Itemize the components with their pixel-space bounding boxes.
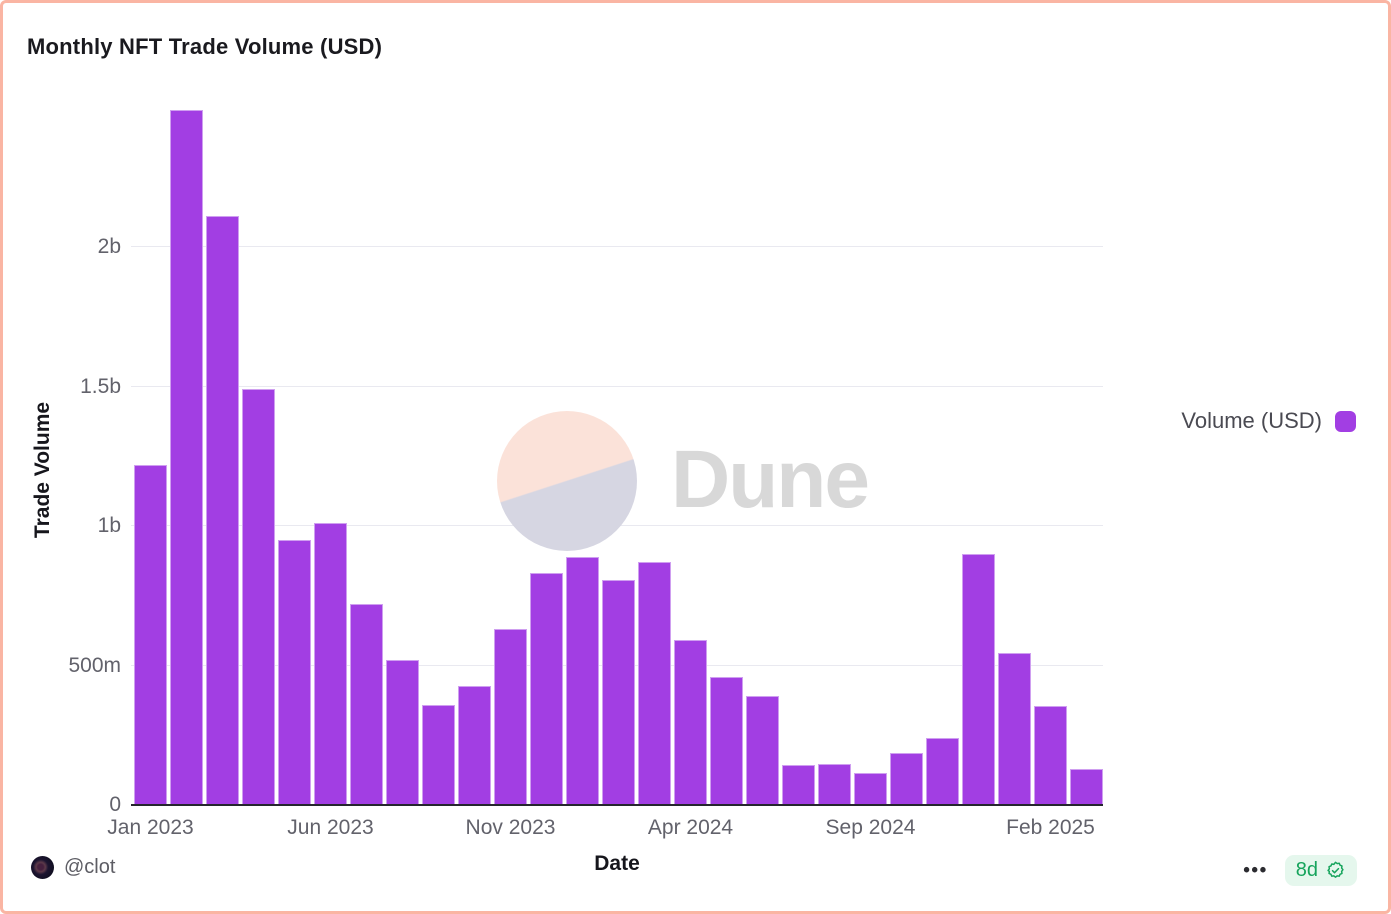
badge-label: 8d bbox=[1295, 859, 1318, 881]
y-tick-label: 2b bbox=[97, 235, 121, 258]
bar[interactable] bbox=[566, 556, 599, 805]
bar[interactable] bbox=[746, 696, 779, 805]
x-tick-label: Jan 2023 bbox=[107, 816, 194, 839]
data-freshness-badge[interactable]: 8d bbox=[1284, 855, 1357, 886]
bar[interactable] bbox=[278, 539, 311, 805]
x-tick-label: Nov 2023 bbox=[465, 816, 556, 839]
bar[interactable] bbox=[494, 629, 527, 805]
bar[interactable] bbox=[422, 704, 455, 805]
bar[interactable] bbox=[1034, 705, 1067, 805]
author-avatar[interactable] bbox=[31, 856, 54, 879]
bar[interactable] bbox=[314, 523, 347, 805]
bar[interactable] bbox=[962, 553, 995, 805]
bar[interactable] bbox=[602, 580, 635, 805]
bar[interactable] bbox=[386, 659, 419, 805]
bar[interactable] bbox=[890, 753, 923, 805]
x-tick-label: Feb 2025 bbox=[1006, 816, 1095, 839]
x-axis-line bbox=[131, 804, 1103, 806]
dune-watermark-text: Dune bbox=[671, 434, 870, 525]
bar[interactable] bbox=[926, 738, 959, 805]
x-axis-title: Date bbox=[594, 852, 640, 875]
footer-actions: ••• 8d bbox=[1243, 855, 1357, 886]
verified-seal-icon bbox=[1327, 861, 1344, 878]
bar[interactable] bbox=[674, 640, 707, 805]
bar[interactable] bbox=[242, 389, 275, 805]
bar[interactable] bbox=[170, 110, 203, 805]
bar[interactable] bbox=[854, 772, 887, 805]
bar[interactable] bbox=[134, 464, 167, 805]
dune-watermark: Dune bbox=[131, 93, 1103, 805]
y-axis-labels: 0 500m 1b 1.5b 2b bbox=[3, 93, 121, 816]
x-tick-label: Jun 2023 bbox=[287, 816, 374, 839]
gridline bbox=[131, 246, 1103, 247]
bars-container bbox=[131, 93, 1103, 805]
y-tick-label: 1b bbox=[97, 514, 121, 537]
bar[interactable] bbox=[350, 604, 383, 805]
legend-label: Volume (USD) bbox=[1181, 408, 1322, 433]
author-row: @clot bbox=[31, 856, 115, 879]
gridline bbox=[131, 385, 1103, 387]
y-tick-label: 1.5b bbox=[80, 374, 121, 398]
chart-title: Monthly NFT Trade Volume (USD) bbox=[27, 34, 383, 59]
x-axis-labels: Jan 2023 Jun 2023 Nov 2023 Apr 2024 Sep 2024… bbox=[107, 816, 1103, 846]
bar[interactable] bbox=[782, 764, 815, 805]
x-tick-label: Apr 2024 bbox=[647, 816, 734, 839]
x-tick-label: Sep 2024 bbox=[825, 816, 916, 839]
bar[interactable] bbox=[458, 686, 491, 805]
bar[interactable] bbox=[206, 216, 239, 805]
bar[interactable] bbox=[818, 764, 851, 805]
plot-area: Dune bbox=[131, 93, 1103, 806]
bar[interactable] bbox=[530, 573, 563, 805]
y-tick-label: 0 bbox=[109, 793, 121, 816]
bar[interactable] bbox=[1070, 768, 1103, 805]
bar[interactable] bbox=[998, 652, 1031, 805]
y-tick-label: 500m bbox=[68, 653, 121, 677]
author-handle[interactable]: @clot bbox=[64, 856, 116, 878]
dune-logo-icon bbox=[497, 411, 637, 551]
more-options-button[interactable]: ••• bbox=[1243, 860, 1268, 881]
legend: Volume (USD) bbox=[1181, 408, 1356, 434]
bar[interactable] bbox=[638, 562, 671, 805]
bar[interactable] bbox=[710, 676, 743, 805]
legend-swatch[interactable] bbox=[1335, 410, 1356, 432]
